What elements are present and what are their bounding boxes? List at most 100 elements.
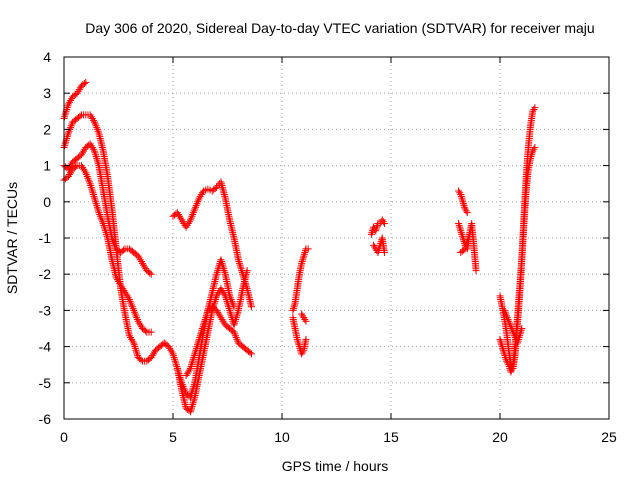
data-point-marker [83,171,91,179]
data-point-marker [101,227,109,235]
data-point-marker [169,350,177,358]
data-point-marker [230,303,238,311]
y-tick-label: -6 [39,411,52,427]
data-point-marker [234,308,242,316]
data-point-marker [214,267,222,275]
data-point-marker [233,310,241,318]
data-point-marker [95,209,103,217]
data-point-marker [183,370,191,378]
data-point-marker [134,252,142,260]
data-point-marker [73,89,81,97]
data-point-marker [220,267,228,275]
data-point-marker [184,368,192,376]
data-point-marker [517,328,525,336]
data-point-marker [89,145,97,153]
data-point-marker [100,221,108,229]
data-point-marker [133,350,141,358]
data-point-marker [518,325,526,332]
data-point-marker [299,256,307,264]
data-point-marker [203,308,211,316]
data-point-marker [149,350,157,358]
data-point-marker [185,366,193,374]
data-point-marker [72,163,80,171]
data-point-marker [502,310,510,318]
data-point-marker [373,223,381,231]
data-point-marker [506,321,514,329]
data-point-marker [192,344,200,352]
data-point-marker [176,212,184,220]
data-point-marker [189,401,197,409]
data-point-marker [196,334,204,342]
data-point-marker [503,314,511,322]
data-point-marker [147,328,155,336]
data-point-marker [189,399,197,407]
data-point-marker [126,297,134,305]
data-point-marker [294,337,302,345]
data-point-marker [225,305,233,313]
data-point-marker [530,105,538,113]
data-point-marker [301,248,309,256]
data-point-marker [90,192,98,200]
data-point-marker [195,335,203,343]
data-point-marker [186,216,194,224]
data-point-marker [378,216,386,224]
data-point-marker [192,203,200,211]
data-point-marker [82,169,90,177]
data-point-marker [199,323,207,331]
data-point-marker [125,332,133,340]
data-point-marker [497,339,505,347]
data-point-marker [125,296,133,304]
data-point-marker [77,162,85,170]
data-point-marker [218,286,226,294]
data-point-marker [136,256,144,264]
data-point-marker [501,353,509,361]
data-point-marker [187,363,195,371]
data-point-marker [515,335,523,343]
data-point-marker [455,220,463,228]
data-point-marker [138,259,146,267]
data-point-marker [299,348,307,356]
data-point-marker [165,343,173,351]
y-tick-label: 1 [43,158,51,174]
data-point-marker [93,154,101,162]
data-point-marker [367,230,375,238]
data-point-marker [121,288,129,296]
data-point-marker [197,191,205,199]
data-point-marker [173,363,181,371]
data-point-marker [86,180,94,188]
data-point-marker [456,223,464,231]
data-point-marker [472,267,480,275]
data-point-marker [231,330,239,338]
data-point-marker [187,406,195,414]
data-point-marker [289,306,297,314]
data-point-marker [102,229,110,237]
data-point-marker [65,163,73,171]
data-point-marker [229,299,237,307]
data-point-marker [216,312,224,320]
data-point-marker [462,243,470,251]
data-point-marker [531,104,539,112]
data-point-marker [372,227,380,235]
data-point-marker [193,200,201,208]
data-point-marker [458,232,466,240]
data-point-marker [87,113,95,121]
data-point-marker [513,339,521,347]
data-point-marker [67,169,75,177]
data-point-marker [186,364,194,372]
data-point-marker [80,147,88,155]
data-point-marker [87,142,95,150]
data-point-marker [498,341,506,349]
data-point-marker [289,305,297,313]
data-point-marker [99,220,107,228]
chart-title: Day 306 of 2020, Sidereal Day-to-day VTE… [85,20,594,36]
data-point-marker [458,230,466,238]
data-point-marker [457,192,465,200]
y-tick-label: -2 [39,266,52,282]
data-point-marker [516,332,524,340]
data-point-marker [456,189,464,197]
data-point-marker [81,167,89,175]
data-point-marker [219,317,227,325]
data-point-marker [500,350,508,358]
data-point-marker [129,305,137,313]
data-point-marker [185,218,193,226]
